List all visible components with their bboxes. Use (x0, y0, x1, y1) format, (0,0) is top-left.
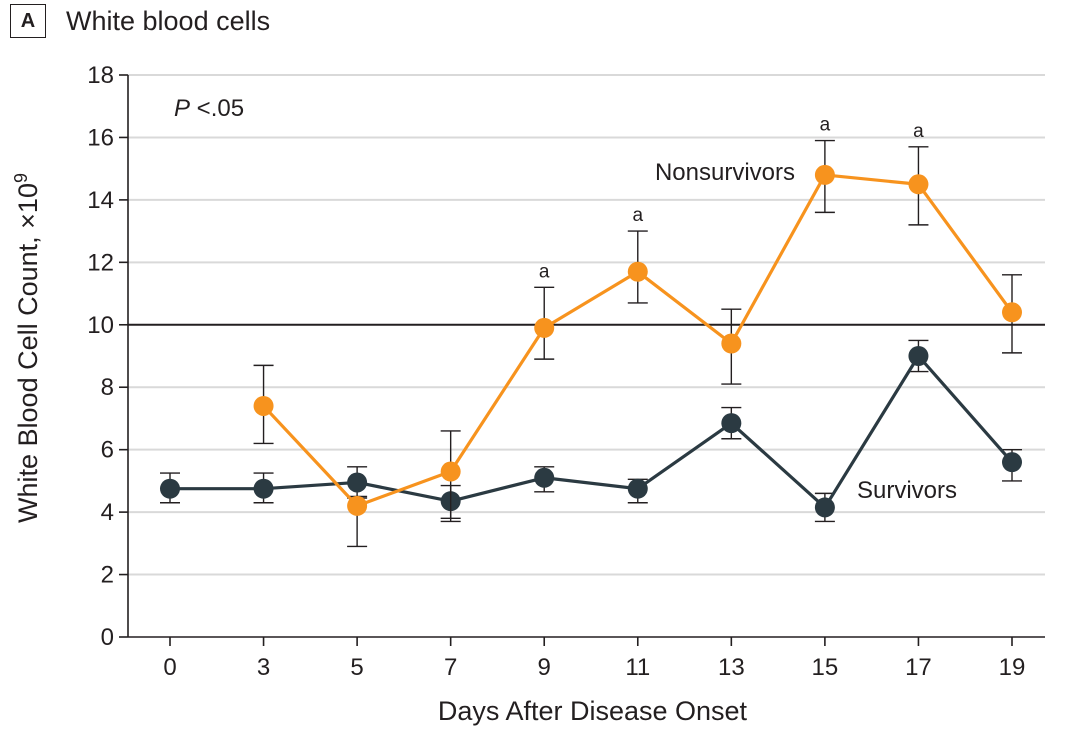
y-tick-label-8: 8 (101, 374, 114, 401)
y-tick-label-12: 12 (87, 249, 114, 276)
data-point-nonsurvivors-day-15 (814, 164, 835, 185)
y-tick-label-4: 4 (101, 499, 114, 526)
series-line-survivors (170, 354, 1014, 510)
data-point-nonsurvivors-day-17 (908, 174, 929, 195)
x-tick-label-17: 17 (905, 654, 932, 681)
x-axis-title: Days After Disease Onset (438, 696, 748, 726)
series-label-survivors: Survivors (857, 477, 957, 504)
data-point-nonsurvivors-day-7 (440, 461, 461, 482)
data-point-nonsurvivors-day-5 (347, 495, 368, 516)
series: a a a a (160, 115, 1022, 548)
significance-mark-day-15: a (820, 115, 831, 136)
data-point-nonsurvivors-day-11 (627, 261, 648, 282)
data-point-nonsurvivors-day-19 (1002, 302, 1022, 323)
significance-mark-day-17: a (913, 121, 924, 142)
data-point-nonsurvivors-day-13 (721, 333, 742, 354)
y-tick-label-18: 18 (87, 62, 114, 89)
panel-letter: A (10, 4, 46, 38)
y-axis-title-main: White Blood Cell Count, ×10 (13, 183, 43, 523)
series-survivors (160, 339, 1022, 523)
y-tick-label-0: 0 (101, 624, 114, 651)
p-threshold: <.05 (190, 95, 244, 122)
x-tick-label-5: 5 (350, 654, 363, 681)
data-point-survivors-day-15 (814, 497, 835, 518)
data-point-survivors-day-9 (534, 467, 555, 488)
x-tick-label-7: 7 (444, 654, 457, 681)
y-tick-label-2: 2 (101, 562, 114, 589)
data-point-survivors-day-13 (721, 413, 742, 434)
x-tick-label-0: 0 (163, 654, 176, 681)
series-nonsurvivors: a a a a (253, 115, 1022, 548)
data-point-survivors-day-3 (253, 478, 274, 499)
significance-mark-day-11: a (632, 205, 643, 226)
data-point-survivors-day-17 (908, 346, 929, 366)
gridlines (128, 74, 1045, 576)
panel-title: White blood cells (66, 5, 271, 36)
data-point-survivors-day-0 (160, 478, 180, 499)
panel-header: A White blood cells (10, 2, 270, 40)
x-tick-label-13: 13 (718, 654, 745, 681)
data-point-survivors-day-5 (347, 472, 368, 493)
x-tick-label-19: 19 (999, 654, 1026, 681)
x-tick-label-11: 11 (625, 654, 650, 681)
x-tick-label-3: 3 (257, 654, 270, 681)
significance-mark-day-9: a (539, 261, 550, 282)
p-value-annotation: P <.05 (174, 95, 244, 122)
y-tick-label-14: 14 (87, 187, 114, 214)
series-label-nonsurvivors: Nonsurvivors (655, 159, 795, 186)
data-point-survivors-day-11 (627, 478, 648, 499)
p-italic: P (174, 95, 190, 122)
y-tick-label-6: 6 (101, 437, 114, 464)
y-axis-title-exponent: 9 (11, 173, 31, 183)
x-tick-label-15: 15 (812, 654, 839, 681)
data-point-survivors-day-19 (1002, 452, 1022, 473)
y-tick-label-16: 16 (87, 124, 114, 151)
y-axis-title: White Blood Cell Count, ×109 (11, 173, 43, 523)
x-tick-label-9: 9 (538, 654, 551, 681)
y-tick-label-10: 10 (87, 312, 114, 339)
axes: 0 2 4 6 8 10 12 14 16 18 0 3 5 7 9 11 13 15 17 19 (87, 62, 1045, 681)
data-point-nonsurvivors-day-9 (534, 317, 555, 338)
data-point-nonsurvivors-day-3 (253, 395, 274, 416)
